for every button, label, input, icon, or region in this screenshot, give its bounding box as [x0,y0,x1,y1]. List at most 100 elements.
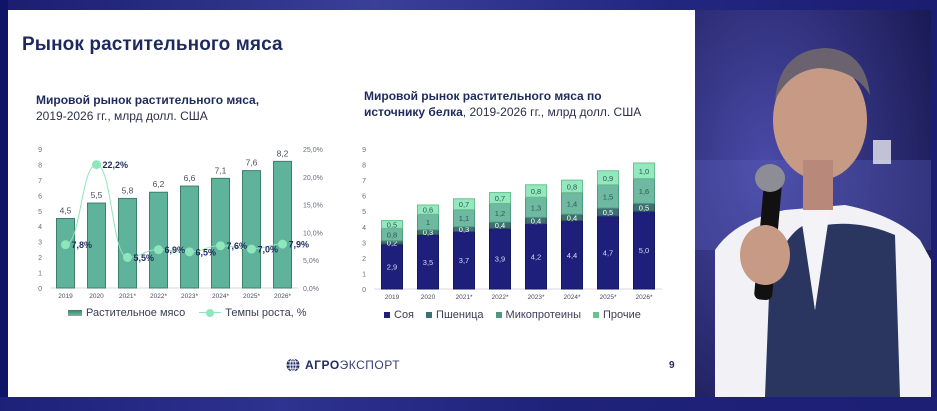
x-tick-label: 2020 [89,293,104,300]
y-tick-label: 8 [362,163,366,170]
segment-wheat-label: 0,4 [495,221,505,230]
x-tick-label: 2026* [274,293,291,300]
segment-mycoprotein-label: 0,8 [387,231,397,240]
legend-label: Темпы роста, % [225,307,307,319]
y2-tick-label: 0,0% [303,286,319,293]
x-tick-label: 2023* [528,294,545,301]
segment-soy-label: 3,7 [459,256,469,265]
segment-other-label: 0,8 [531,187,541,196]
growth-rate-point [247,244,256,254]
legend-label: Соя [394,309,415,321]
growth-rate-point [154,245,163,255]
segment-other [489,192,511,204]
legend-item-other: Прочие [593,309,641,321]
x-tick-label: 2022* [492,294,509,301]
segment-other-label: 0,6 [423,206,433,215]
slide-title: Рынок растительного мяса [22,34,283,55]
bar-value-label: 5,8 [122,185,134,195]
x-tick-label: 2021* [119,293,136,300]
segment-mycoprotein-label: 1,4 [567,199,577,208]
y-tick-label: 0 [38,286,42,293]
growth-rate-label: 7,8% [72,240,93,250]
hair [775,48,870,100]
y2-tick-label: 10,0% [303,230,323,237]
x-tick-label: 2020 [421,294,436,301]
y-tick-label: 9 [362,147,366,154]
segment-wheat-label: 0,4 [567,213,577,222]
growth-rate-point [216,241,225,251]
segment-other-label: 0,7 [495,194,505,203]
segment-mycoprotein-label: 1,5 [603,192,613,201]
right-border [931,0,937,411]
y-tick-label: 5 [38,209,42,216]
bar-plant-meat [56,218,75,289]
growth-rate-label: 7,0% [258,245,279,255]
legend-swatch-line-dot [199,309,222,317]
y-tick-label: 8 [38,162,42,169]
x-tick-label: 2026* [636,294,653,301]
right-chart-subtitle: Мировой рынок растительного мяса по исто… [364,88,641,120]
speaker-illustration [695,10,931,397]
bar-value-label: 5,5 [91,190,103,200]
segment-other [561,179,583,194]
segment-mycoprotein-label: 1,3 [531,203,541,212]
right-chart-subtitle-bold-2: источнику белка [364,105,463,119]
bar-value-label: 6,6 [184,173,196,183]
growth-rate-point [123,252,132,262]
bar-plant-meat [211,177,230,289]
segment-soy-label: 3,5 [423,258,433,267]
segment-soy-label: 4,4 [567,251,577,260]
bar-value-label: 8,2 [277,148,289,158]
right-chart-subtitle-bold-1: Мировой рынок растительного мяса по [364,89,602,103]
legend-item-wheat: Пшеница [426,309,484,321]
segment-other [525,184,547,198]
x-tick-label: 2019 [385,294,400,301]
hand [740,225,790,285]
segment-soy-label: 4,7 [603,248,613,257]
growth-rate-point [61,240,70,250]
y-tick-label: 4 [38,224,42,231]
growth-rate-label: 5,5% [134,253,155,263]
segment-other-label: 1,0 [639,167,649,176]
y-tick-label: 3 [362,240,366,247]
segment-soy-label: 5,0 [639,246,649,255]
segment-other [417,204,439,215]
segment-other-label: 0,9 [603,174,613,183]
growth-rate-point [278,239,287,249]
y-tick-label: 0 [362,287,366,294]
agroexport-logo: АГРОЭКСПОРТ [286,358,400,372]
growth-rate-label: 6,5% [196,247,217,257]
segment-mycoprotein-label: 1,1 [459,214,469,223]
x-tick-label: 2025* [600,294,617,301]
legend-label: Пшеница [436,309,484,321]
legend-swatch-soy [384,312,390,318]
y2-tick-label: 15,0% [303,203,323,210]
y-tick-label: 7 [38,178,42,185]
left-chart-subtitle-bold: Мировой рынок растительного мяса, [36,93,260,107]
y2-tick-label: 25,0% [303,147,323,154]
y-tick-label: 1 [362,271,366,278]
speaker-video [695,10,931,397]
right-chart-subtitle-rest: , 2019-2026 гг., млрд долл. США [462,105,642,119]
y-tick-label: 7 [362,178,366,185]
x-tick-label: 2025* [243,293,260,300]
globe-icon [286,358,300,372]
bar-plant-meat [180,185,199,289]
legend-label: Прочие [603,309,641,321]
logo-text-bold: АГРО [305,358,340,372]
bar-plant-meat [87,202,106,289]
neck [803,160,833,210]
legend-item-mycoprotein: Микопротеины [495,309,581,321]
segment-other [381,220,403,229]
left-chart-legend: Растительное мясо Темпы роста, % [68,307,307,319]
right-chart-legend: Соя Пшеница Микопротеины Прочие [384,309,641,321]
bar-plant-meat [149,191,168,289]
growth-rate-label: 22,2% [103,160,129,170]
segment-mycoprotein-label: 1,2 [495,209,505,218]
legend-swatch-wheat [426,312,433,318]
legend-swatch-mycoprotein [495,312,502,318]
x-tick-label: 2022* [150,293,167,300]
microphone-head [755,164,785,192]
legend-item-soy: Соя [384,309,414,321]
